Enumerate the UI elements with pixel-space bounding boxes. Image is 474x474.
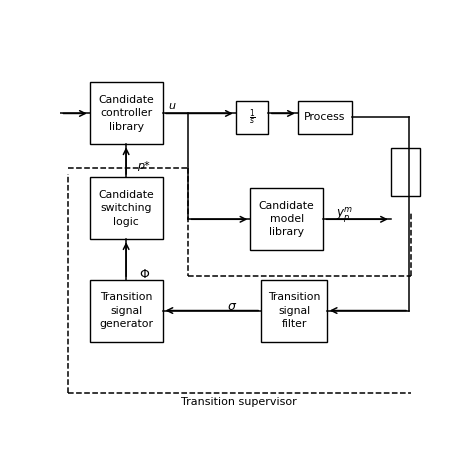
Text: Transition
signal
generator: Transition signal generator: [99, 292, 153, 329]
Bar: [261, 280, 327, 342]
Bar: [298, 100, 353, 134]
Text: u: u: [168, 101, 175, 111]
Bar: [90, 280, 163, 342]
Text: Candidate
switching
logic: Candidate switching logic: [98, 190, 154, 227]
Text: $\frac{1}{s}$: $\frac{1}{s}$: [249, 107, 255, 127]
Text: Candidate
model
library: Candidate model library: [259, 201, 315, 237]
Bar: [236, 100, 268, 134]
Text: Process: Process: [304, 112, 346, 122]
Text: $\Phi$: $\Phi$: [139, 267, 150, 281]
Text: Transition supervisor: Transition supervisor: [182, 397, 297, 407]
Text: $y_p^m$: $y_p^m$: [337, 206, 354, 225]
Text: $\sigma$: $\sigma$: [227, 301, 237, 313]
Text: p*: p*: [137, 161, 150, 172]
Bar: [391, 148, 420, 196]
Bar: [90, 177, 163, 239]
Bar: [90, 82, 163, 145]
Text: Candidate
controller
library: Candidate controller library: [98, 95, 154, 132]
Text: Transition
signal
filter: Transition signal filter: [268, 292, 320, 329]
Bar: [250, 188, 323, 250]
